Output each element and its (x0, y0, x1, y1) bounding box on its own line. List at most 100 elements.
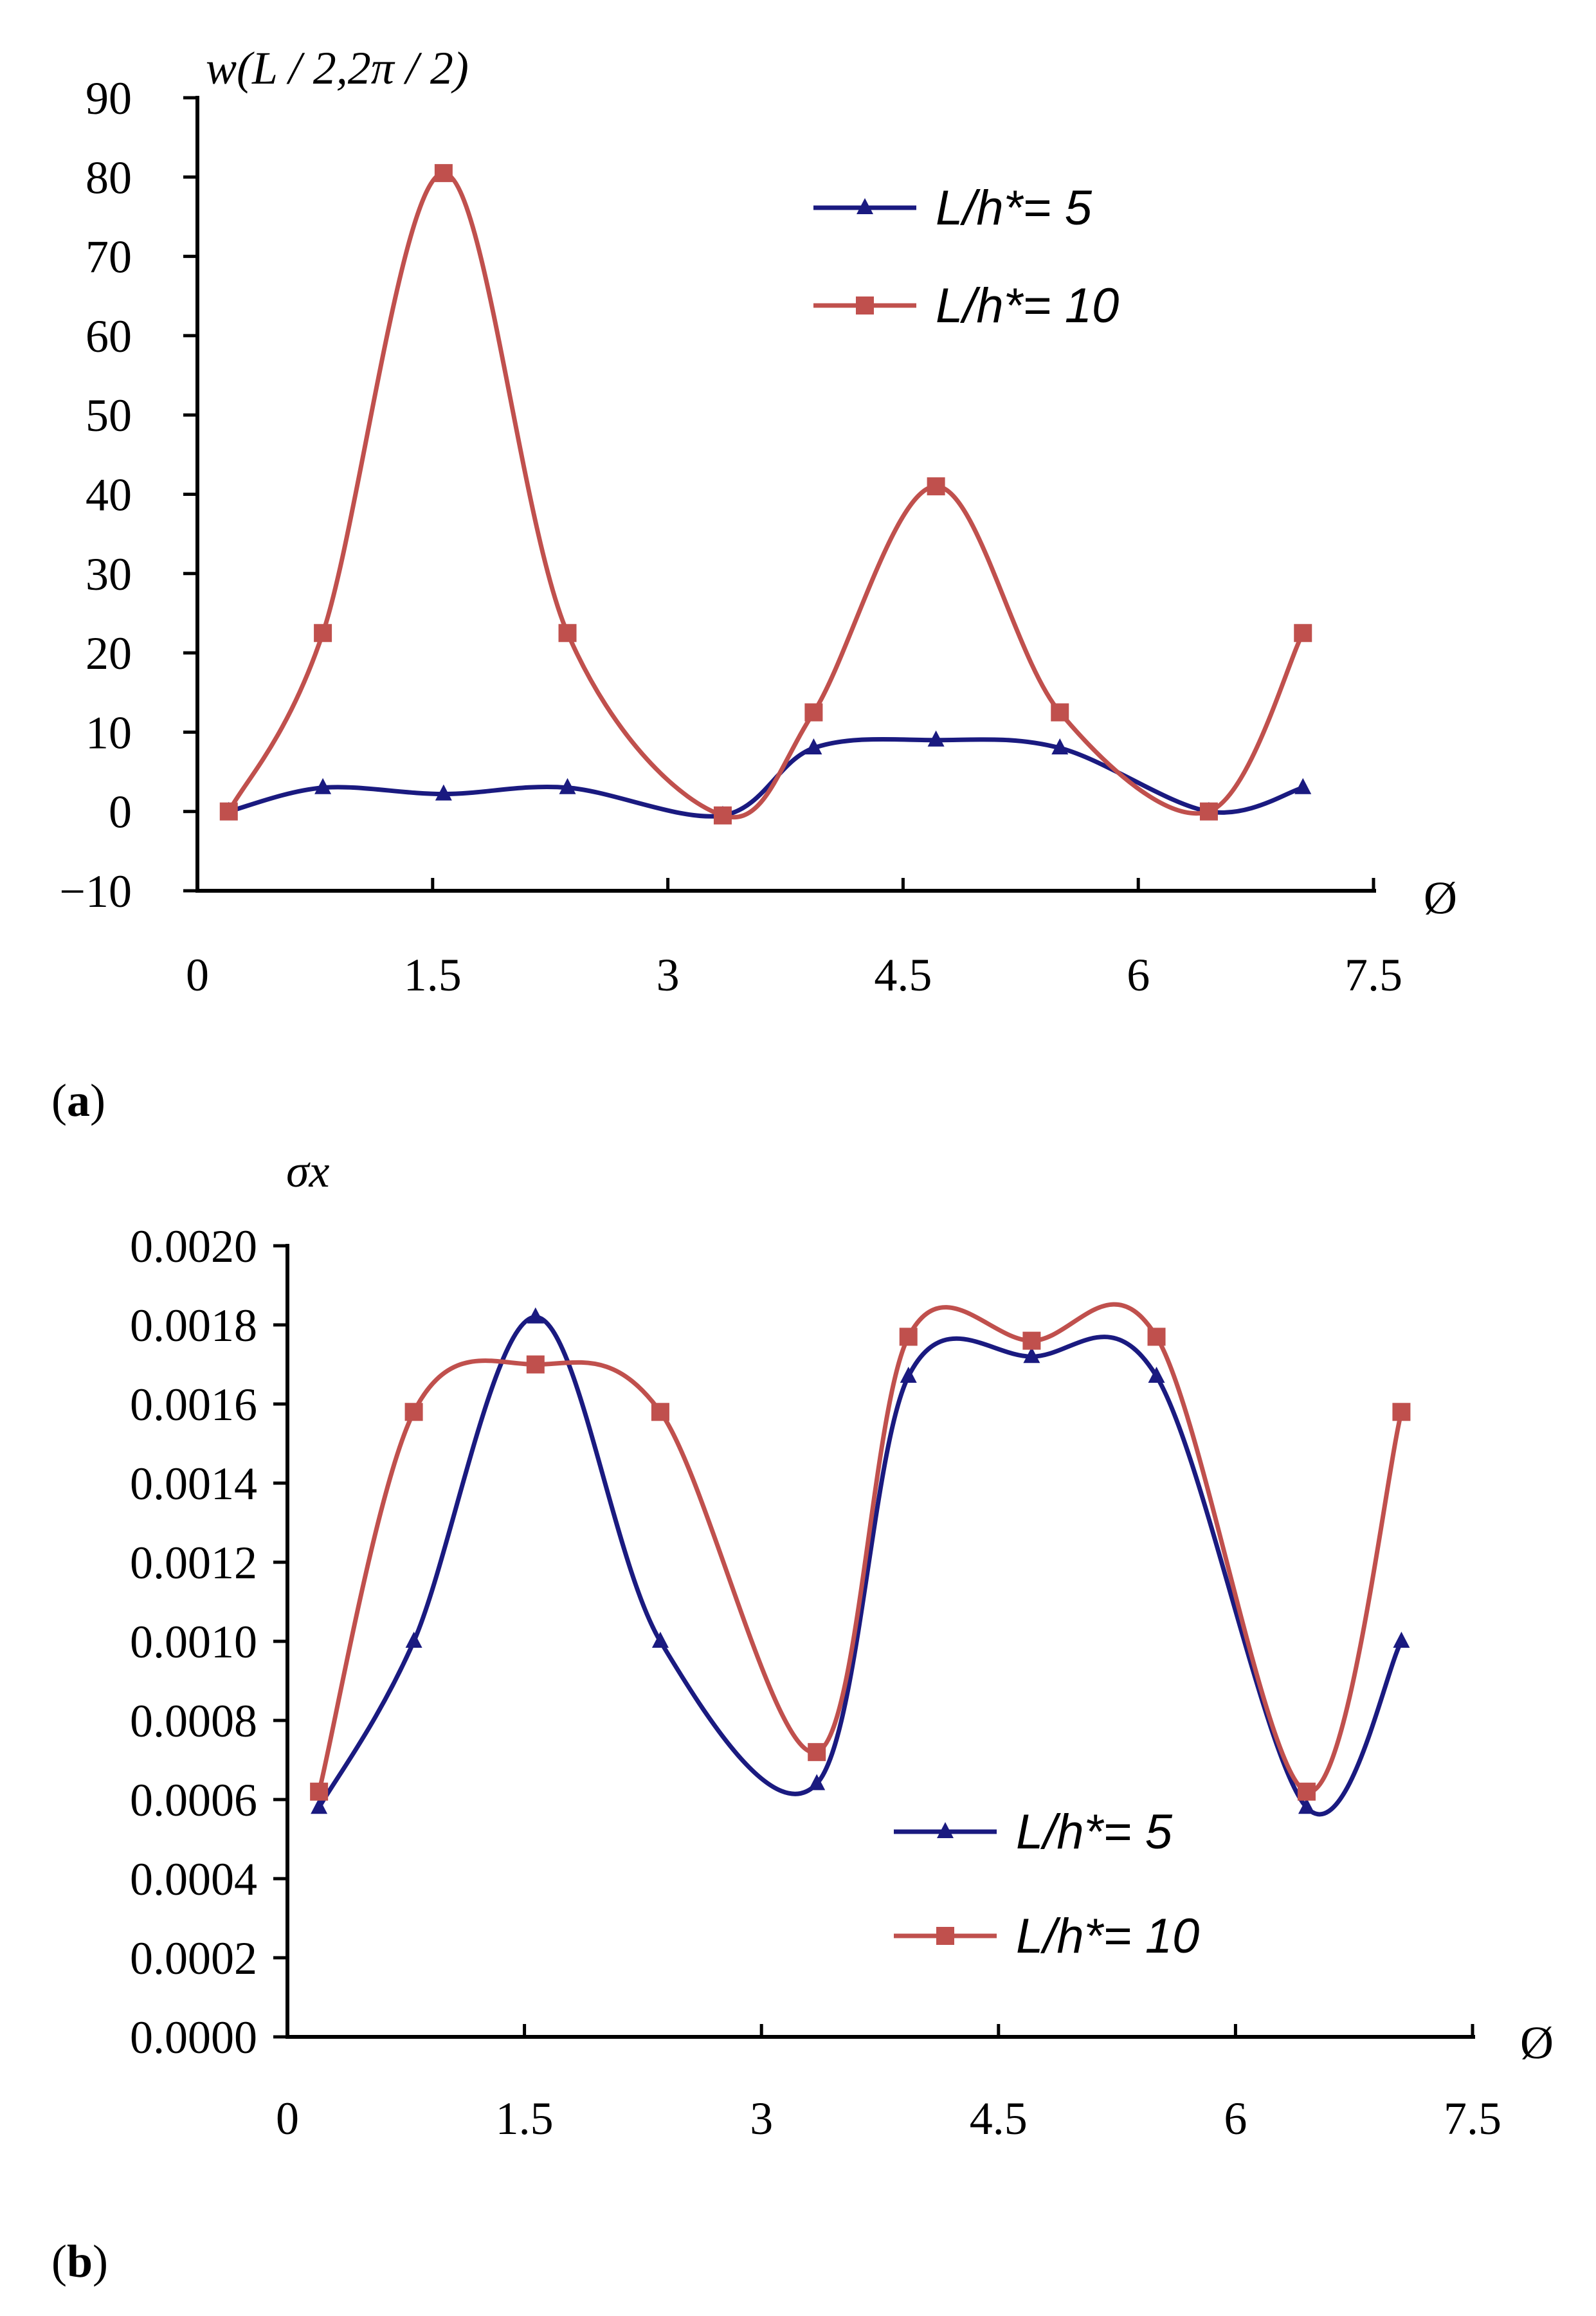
data-point (558, 624, 577, 643)
data-point (1298, 1798, 1315, 1814)
x-axis-title: Ø (1424, 872, 1457, 924)
data-point (1023, 1347, 1040, 1363)
data-point (713, 806, 732, 825)
y-tick-label: 0.0012 (130, 1537, 257, 1589)
legend-marker (936, 1927, 954, 1945)
legend-marker (857, 198, 873, 214)
legend: L/h*= 5 L/h*= 10 (894, 1805, 1199, 1964)
data-point (805, 738, 822, 755)
data-point (1294, 778, 1312, 794)
y-tick-label: 70 (86, 232, 132, 283)
series-line (226, 170, 1305, 820)
y-tick-label: 90 (86, 73, 132, 124)
data-point (1147, 1327, 1166, 1346)
series-1 (311, 1307, 1410, 1817)
data-point (314, 778, 332, 794)
data-point (1022, 1331, 1041, 1350)
chart-panel-b: 0.0000 0.0002 0.0004 0.0006 0.0008 0.0010 0.00… (51, 1145, 1554, 2287)
y-tick-label: 0.0002 (130, 1933, 257, 1984)
data-point (1393, 1632, 1410, 1648)
series-line (316, 1302, 1404, 1794)
x-tick-label: 0 (276, 2093, 299, 2144)
data-point (314, 624, 332, 643)
data-point (808, 1774, 826, 1791)
data-point (927, 477, 945, 496)
x-tick-label: 7.5 (1444, 2093, 1501, 2144)
y-tick-label: 0.0000 (130, 2012, 257, 2063)
data-point (404, 1403, 423, 1421)
y-tick-label: 40 (86, 470, 132, 521)
series-line (226, 736, 1305, 819)
data-point (1392, 1403, 1411, 1421)
legend-item-2: L/h*= 10 (894, 1909, 1199, 1964)
data-point (434, 164, 453, 183)
legend-item-2: L/h*= 10 (813, 278, 1119, 333)
y-axis-title: w(L / 2,2π / 2) (206, 42, 469, 94)
data-point (651, 1632, 669, 1648)
data-point (311, 1798, 328, 1814)
data-point (1148, 1366, 1165, 1383)
x-tick-label: 1.5 (404, 949, 462, 1001)
legend-marker (856, 296, 874, 315)
x-tick-label: 1.5 (496, 2093, 554, 2144)
y-tick-label: 0.0006 (130, 1774, 257, 1826)
y-tick-label: 0.0020 (130, 1221, 257, 1272)
data-point (526, 1355, 545, 1374)
y-tick-label: 60 (86, 311, 132, 362)
y-tick-label: 0.0018 (130, 1300, 257, 1351)
data-point (1297, 1782, 1316, 1801)
y-axis-title: σx (286, 1145, 330, 1197)
x-tick-label: 4.5 (874, 949, 932, 1001)
series-2 (310, 1302, 1411, 1801)
data-point (219, 802, 238, 821)
data-point (651, 1403, 669, 1421)
x-tick-label: 4.5 (970, 2093, 1028, 2144)
legend-marker (937, 1822, 954, 1838)
y-tick-label: 0.0010 (130, 1616, 257, 1668)
series-2 (219, 164, 1312, 825)
x-tick-label: 0 (186, 949, 209, 1001)
x-tick-label: 6 (1224, 2093, 1247, 2144)
data-point (559, 778, 576, 794)
legend-label: L/h*= 10 (936, 278, 1119, 333)
y-tick-label: 0.0014 (130, 1458, 257, 1509)
data-point (899, 1327, 918, 1346)
data-point (1051, 738, 1069, 755)
x-tick-label: 3 (750, 2093, 773, 2144)
x-tick-label: 3 (657, 949, 680, 1001)
y-tick-label: 50 (86, 390, 132, 441)
x-tick-label: 7.5 (1345, 949, 1402, 1001)
y-tick-label: 0 (109, 787, 132, 838)
y-tick-label: 10 (86, 707, 132, 758)
legend-item-1: L/h*= 5 (894, 1805, 1173, 1859)
data-point (1199, 802, 1218, 821)
data-point (1051, 703, 1069, 722)
legend-item-1: L/h*= 5 (813, 181, 1093, 235)
x-tick-label: 6 (1127, 949, 1150, 1001)
y-tick-label: 30 (86, 549, 132, 600)
data-point (927, 730, 945, 747)
data-point (900, 1366, 917, 1383)
data-point (405, 1632, 422, 1648)
panel-label: (b) (51, 2236, 108, 2287)
legend-label: L/h*= 5 (1016, 1805, 1173, 1859)
data-point (435, 784, 452, 801)
y-tick-label: 80 (86, 152, 132, 203)
series-line (316, 1315, 1404, 1817)
panel-label: (a) (51, 1075, 105, 1126)
legend-label: L/h*= 10 (1016, 1909, 1199, 1964)
y-tick-label: −10 (59, 866, 132, 917)
chart-panel-a: −10 0 10 20 30 40 50 60 70 80 90 0 1.5 3 4.5 6 7.5 w(L / … (51, 42, 1457, 1126)
data-point (527, 1307, 544, 1324)
data-point (1294, 624, 1312, 643)
data-point (808, 1743, 826, 1762)
y-tick-label: 0.0016 (130, 1379, 257, 1430)
y-tick-label: 0.0004 (130, 1854, 257, 1905)
x-axis-title: Ø (1520, 2017, 1554, 2068)
y-tick-label: 0.0008 (130, 1695, 257, 1747)
y-tick-label: 20 (86, 628, 132, 679)
legend: L/h*= 5 L/h*= 10 (813, 181, 1119, 333)
series-1 (220, 730, 1312, 822)
data-point (804, 703, 823, 722)
